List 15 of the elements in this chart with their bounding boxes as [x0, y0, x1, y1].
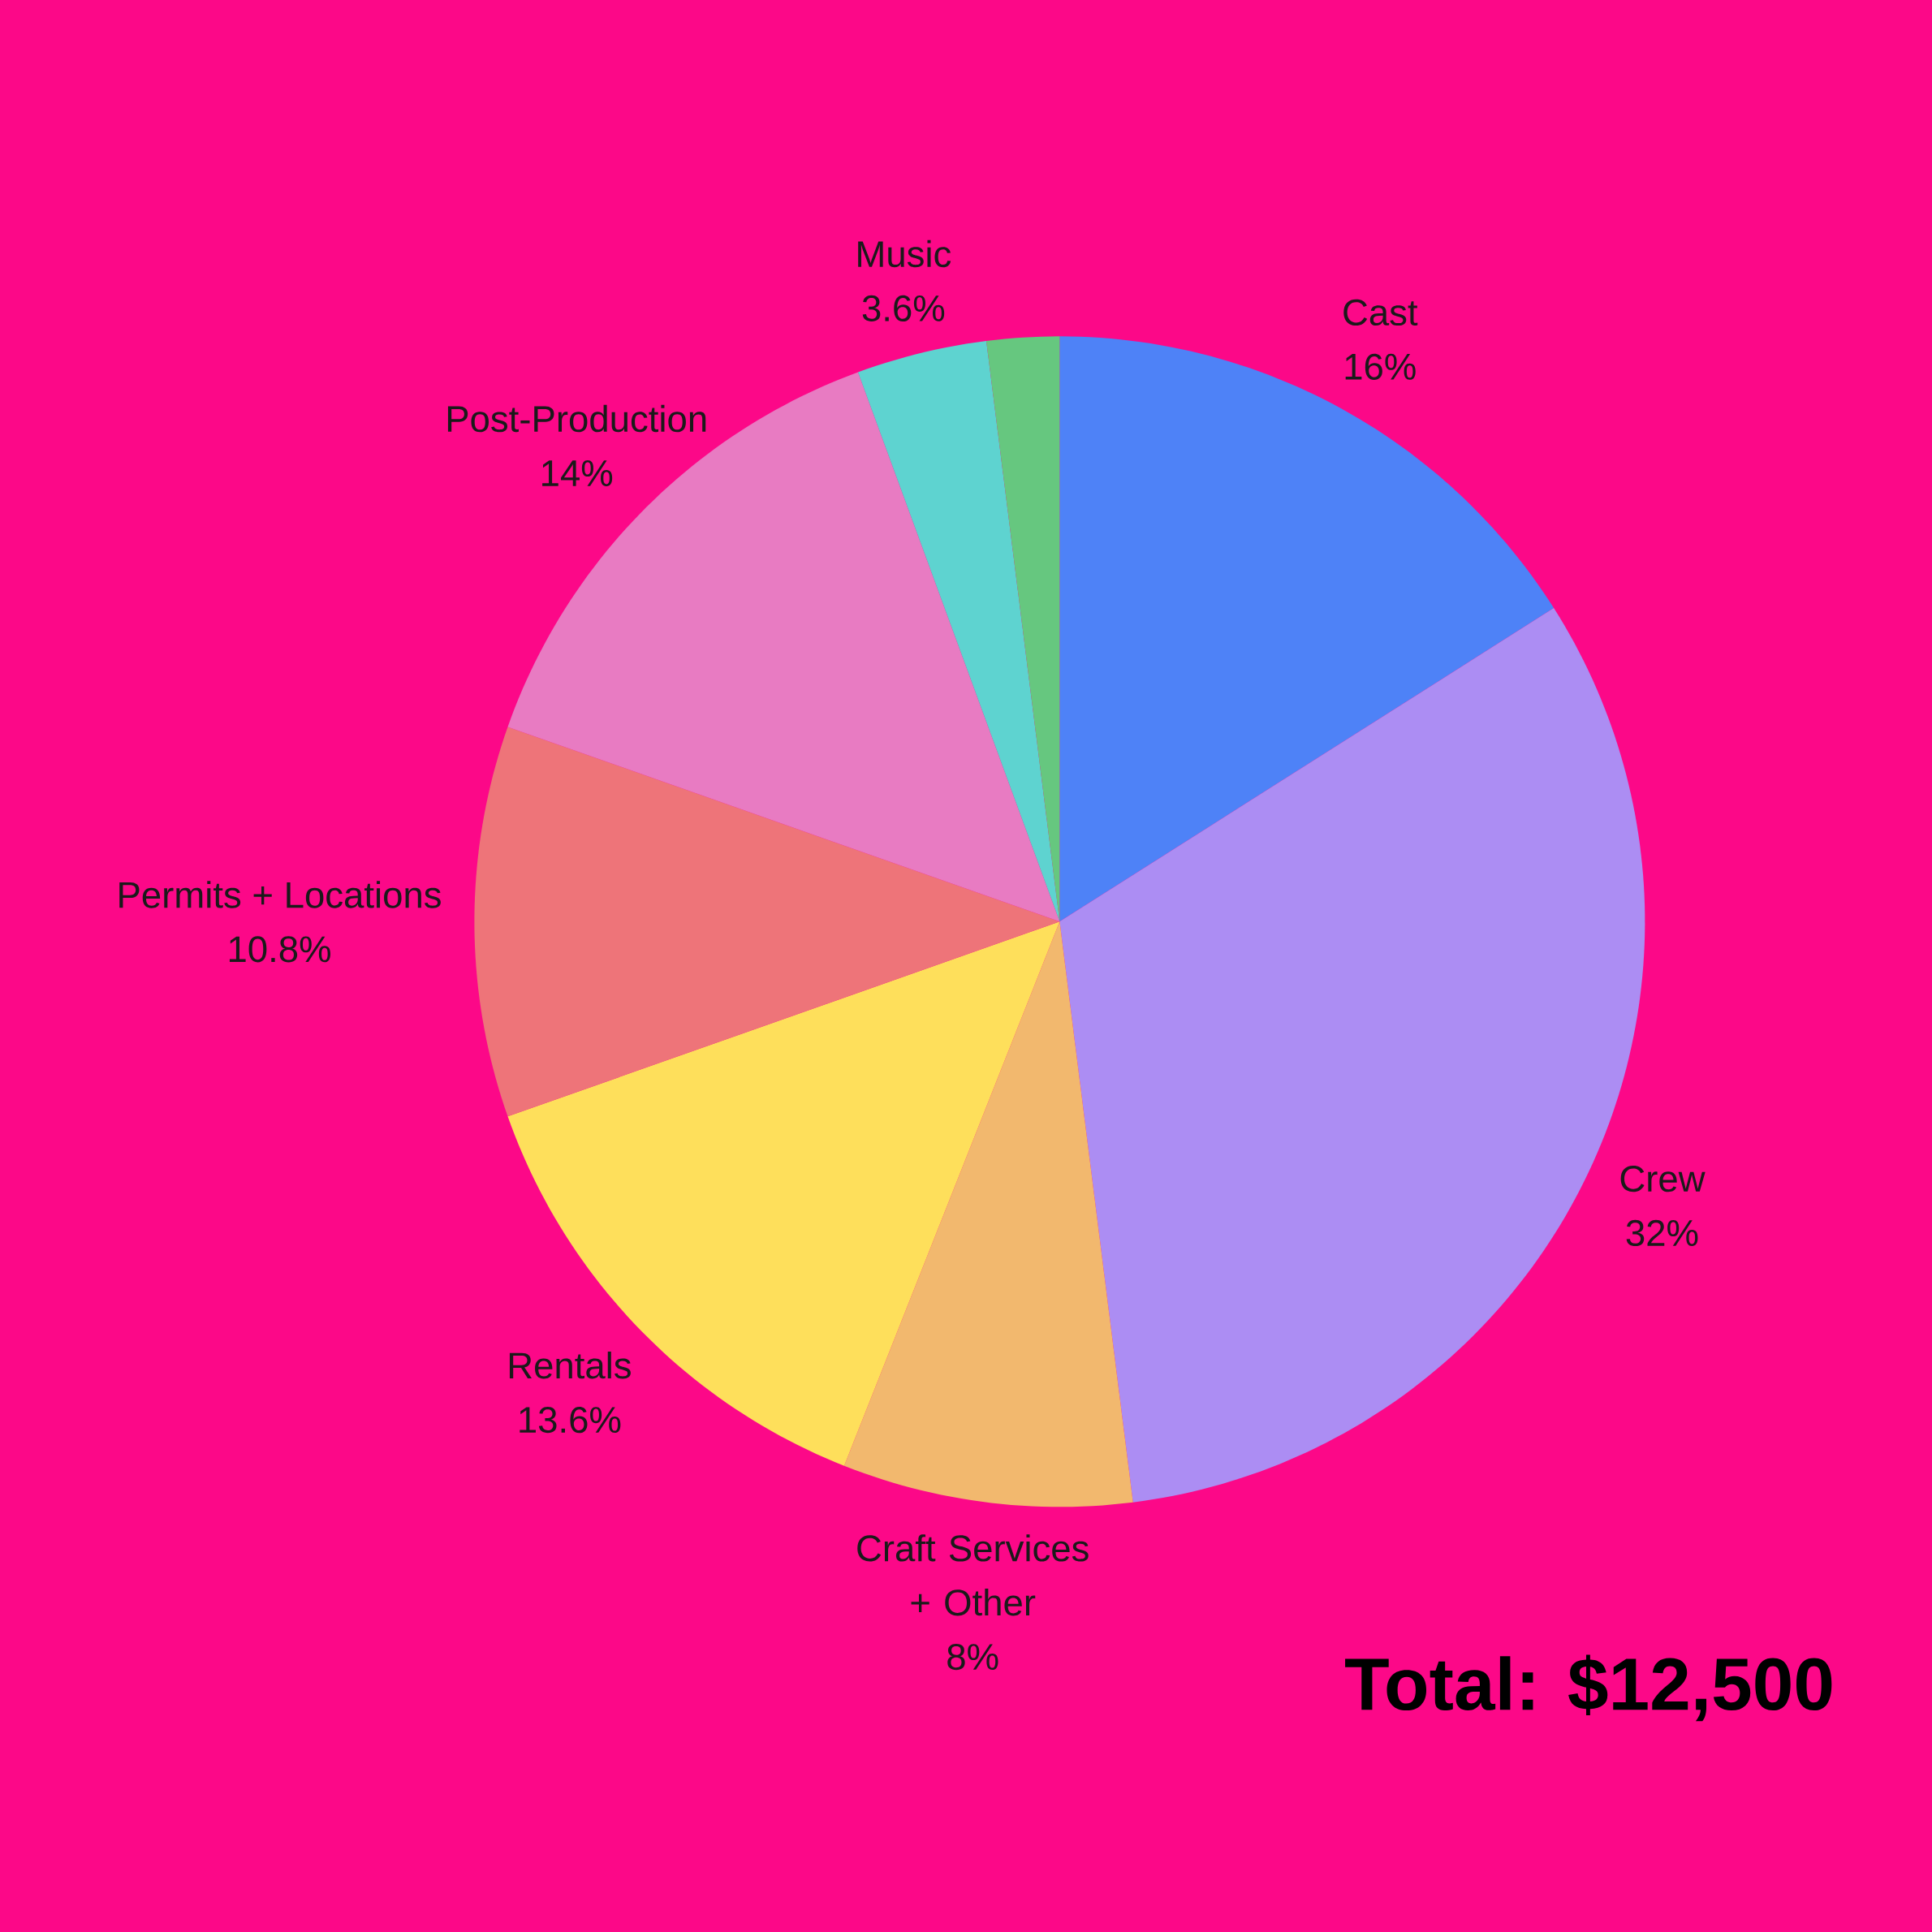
slice-label: Permits + Locations: [119, 881, 441, 908]
data-label: 10.8%: [229, 936, 330, 963]
data-label: 13.6%: [520, 1406, 621, 1434]
slice-label: Rentals: [509, 1352, 631, 1379]
slice-label: Craft Services + Other: [857, 1534, 1089, 1616]
data-label: 32%: [1626, 1219, 1698, 1247]
text: Total: $12,500: [1345, 1654, 1832, 1722]
slice-label: Post-Production: [447, 404, 706, 433]
slice-label: Cast: [1343, 299, 1418, 326]
data-label: 3.6%: [862, 295, 945, 321]
data-label: 14%: [542, 460, 613, 486]
slice-label: Music: [858, 239, 951, 268]
slice-label: Crew: [1620, 1166, 1706, 1192]
data-label: 8%: [947, 1643, 998, 1671]
data-label: 16%: [1345, 353, 1416, 380]
